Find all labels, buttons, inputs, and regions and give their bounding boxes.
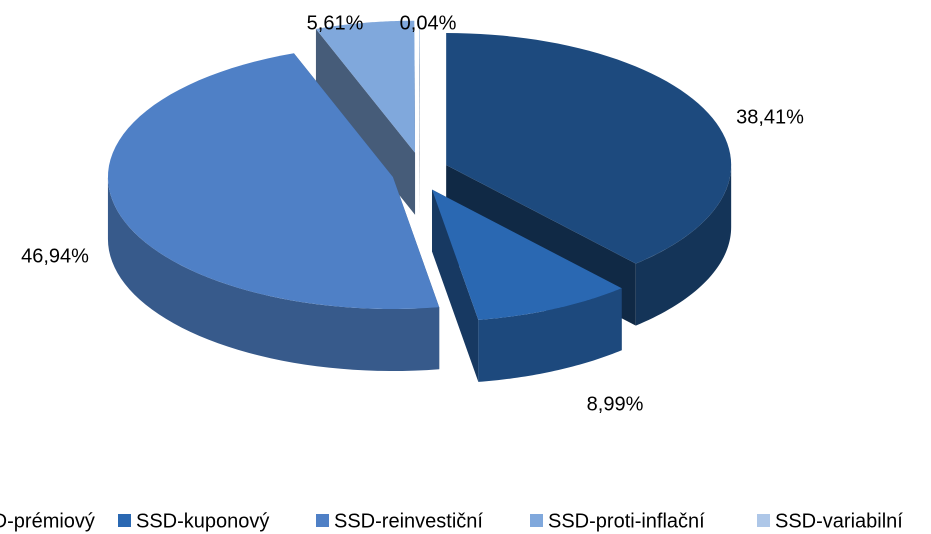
data-label: 8,99%	[587, 393, 644, 415]
data-label: 46,94%	[21, 245, 89, 267]
slice-wall	[107, 177, 440, 372]
legend-swatch	[530, 514, 543, 527]
slice	[432, 189, 622, 320]
slice-side	[432, 189, 479, 382]
data-label: 38,41%	[736, 106, 804, 128]
data-label: 5,61%	[307, 12, 364, 34]
slice-wall	[635, 165, 732, 326]
data-label: 0,04%	[400, 12, 457, 34]
legend-label: SSD-proti-inflační	[548, 510, 705, 532]
slice-side	[419, 20, 420, 215]
legend-label: SSD-kuponový	[136, 510, 269, 532]
legend-swatch	[118, 514, 131, 527]
legend-swatch	[757, 514, 770, 527]
legend-label: SSD-variabilní	[775, 510, 903, 532]
legend-swatch	[316, 514, 329, 527]
slice	[446, 33, 732, 264]
legend-label: SSD-prémiový	[0, 510, 95, 532]
slice-side	[315, 28, 416, 215]
slice	[107, 53, 440, 310]
slice	[315, 20, 416, 153]
slice-wall	[478, 288, 622, 382]
legend-label: SSD-reinvestiční	[334, 510, 483, 532]
slice	[419, 20, 420, 153]
